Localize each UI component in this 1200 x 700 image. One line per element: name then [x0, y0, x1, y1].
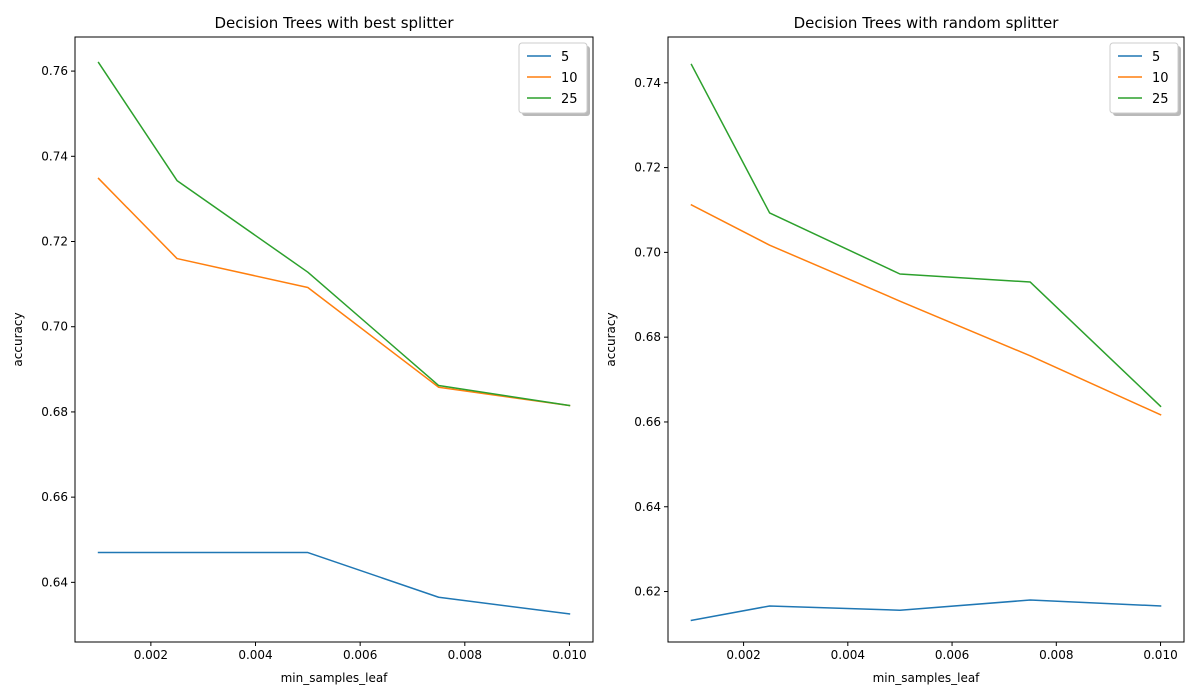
subplot-random-splitter: 0.002 0.004 0.006 0.008 0.010 0.62 0.64 0.66 0.6… [604, 14, 1185, 685]
x-tick-label: 0.010 [1143, 648, 1177, 662]
x-tick-label: 0.006 [935, 648, 969, 662]
series-line-25 [97, 61, 571, 407]
y-tick-label: 0.68 [41, 405, 68, 419]
x-tick-label: 0.010 [552, 648, 586, 662]
x-tick-label: 0.008 [448, 648, 482, 662]
x-axis-label: min_samples_leaf [281, 671, 389, 685]
y-tick-label: 0.68 [634, 330, 661, 344]
series-line-5 [690, 599, 1162, 622]
y-tick-label: 0.74 [634, 76, 661, 90]
y-tick-label: 0.74 [41, 149, 68, 163]
x-tick-label: 0.006 [343, 648, 377, 662]
y-tick-label: 0.64 [41, 575, 68, 589]
legend-box [518, 42, 588, 114]
series-line-25 [690, 63, 1162, 408]
series-line-10 [97, 177, 571, 407]
x-tick-label: 0.004 [831, 648, 865, 662]
y-tick-label: 0.62 [634, 585, 661, 599]
legend: 5 10 25 [518, 42, 590, 116]
axes-frame [74, 36, 594, 643]
y-axis-label: accuracy [604, 312, 618, 366]
legend-box [1109, 42, 1179, 114]
y-axis-label: accuracy [11, 312, 25, 366]
y-tick-label: 0.66 [634, 415, 661, 429]
y-tick-label: 0.72 [634, 161, 661, 175]
legend: 5 10 25 [1109, 42, 1181, 116]
y-tick-label: 0.72 [41, 235, 68, 249]
x-tick-label: 0.004 [238, 648, 272, 662]
chart-title: Decision Trees with random splitter [794, 14, 1060, 32]
x-tick-label: 0.008 [1039, 648, 1073, 662]
legend-label-10: 10 [1152, 71, 1169, 86]
y-tick-label: 0.64 [634, 500, 661, 514]
y-tick-label: 0.66 [41, 490, 68, 504]
series-line-5 [97, 551, 571, 615]
legend-label-10: 10 [561, 71, 578, 86]
legend-label-5: 5 [1152, 50, 1160, 65]
y-tick-label: 0.70 [41, 320, 68, 334]
y-tick-label: 0.70 [634, 245, 661, 259]
legend-label-5: 5 [561, 50, 569, 65]
legend-label-25: 25 [561, 92, 578, 107]
x-tick-label: 0.002 [134, 648, 168, 662]
subplot-best-splitter: 0.002 0.004 0.006 0.008 0.010 0.64 0.66 0.68 0.7… [11, 14, 594, 685]
legend-label-25: 25 [1152, 92, 1169, 107]
x-tick-label: 0.002 [726, 648, 760, 662]
x-axis-label: min_samples_leaf [873, 671, 981, 685]
axes-frame [667, 36, 1185, 643]
series-line-10 [690, 203, 1162, 416]
y-tick-label: 0.76 [41, 64, 68, 78]
chart-title: Decision Trees with best splitter [214, 14, 454, 32]
